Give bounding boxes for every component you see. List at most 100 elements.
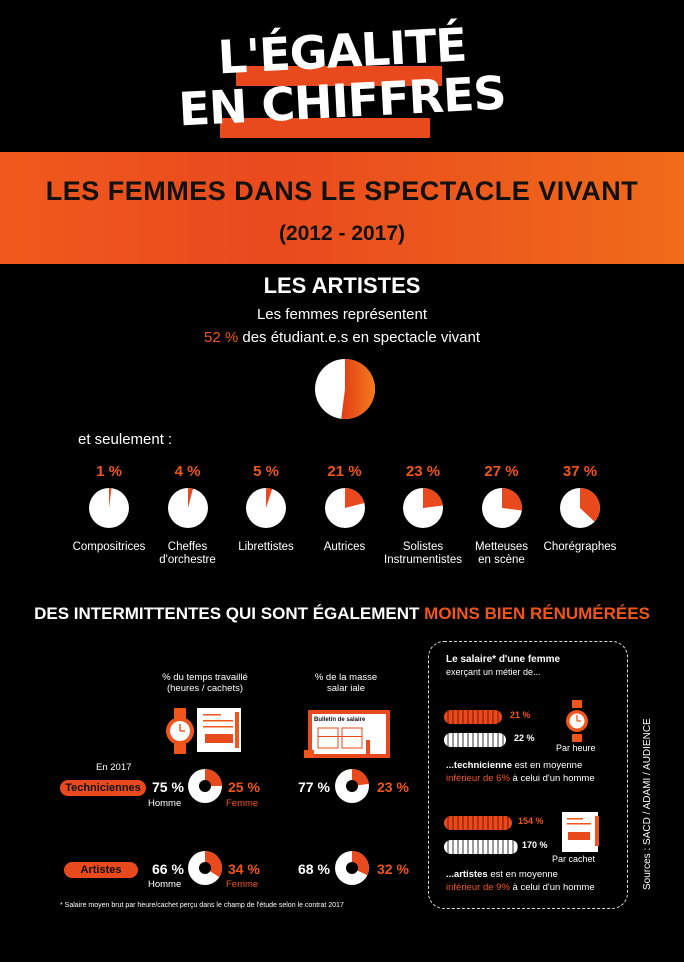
- intermittents-heading-white: DES INTERMITTENTES QUI SONT ÉGALEMENT: [34, 604, 420, 623]
- homme-label-1: Homme: [148, 798, 182, 809]
- tech-men-pct: 22 %: [514, 733, 535, 743]
- role-name-line2: en scène: [478, 554, 525, 566]
- tech-women-coins: [444, 710, 502, 724]
- artists-intro-line1: Les femmes représentent: [256, 306, 428, 323]
- title-underline: [236, 66, 442, 86]
- tech-summary-bold: ...technicienne: [446, 760, 512, 771]
- role-name: Librettistes: [221, 541, 311, 554]
- students-pct: 52 %: [203, 329, 239, 346]
- role-pct: 37 %: [562, 463, 598, 480]
- role-pie: [481, 488, 522, 528]
- role-name-line1: Cheffes: [167, 541, 208, 553]
- students-text: des étudiant.e.s en spectacle vivant: [242, 329, 481, 346]
- art-men-coins: [444, 840, 518, 854]
- role-pct: 23 %: [405, 463, 441, 480]
- role-name-line1: Compositrices: [72, 541, 146, 553]
- role-pie: [246, 488, 286, 528]
- art-women-pct: 154 %: [518, 816, 544, 826]
- role-name: Autrices: [300, 541, 390, 554]
- art-mass-men: 68 %: [298, 861, 330, 877]
- role-name: Chorégraphes: [535, 541, 625, 554]
- role-name: Metteuses en scène: [457, 541, 547, 567]
- art-time-donut: [188, 851, 222, 885]
- clock-icon: [566, 700, 588, 742]
- year-label: En 2017: [96, 762, 132, 773]
- sources: Sources : SACD / ADAMI / AUDIENCE: [642, 718, 653, 890]
- role-name: Compositrices: [64, 541, 154, 554]
- role-pct: 27 %: [484, 463, 519, 480]
- tech-summary-end: à celui d'un homme: [509, 773, 595, 784]
- role-pie-slice: [109, 488, 112, 508]
- role-name-line1: Autrices: [323, 541, 366, 553]
- role-pie: [560, 488, 600, 528]
- artists-heading: LES ARTISTES: [263, 273, 421, 298]
- role-name-line1: Solistes: [402, 541, 444, 553]
- role-name-line1: Metteuses: [474, 541, 529, 553]
- tech-time-men: 75 %: [152, 779, 184, 795]
- artists-intro-line2: 52 % des étudiant.e.s en spectacle vivan…: [0, 329, 684, 346]
- art-summary-bold: ...artistes: [446, 869, 488, 880]
- role-name-line1: Chorégraphes: [543, 541, 617, 553]
- payslip-title: Bulletin de salaire: [314, 717, 366, 723]
- role-pie: [167, 488, 208, 528]
- role-pct: 21 %: [327, 463, 362, 480]
- title-underline-2: [220, 118, 430, 138]
- per-cachet-label: Par cachet: [552, 854, 596, 864]
- role-name-line2: Instrumentistes: [384, 554, 462, 566]
- salary-mass-label-line2: salar iale: [326, 683, 366, 694]
- time-worked-label-line2: (heures / cachets): [166, 683, 244, 694]
- role-pie: [403, 488, 443, 528]
- intermittents-heading: DES INTERMITTENTES QUI SONT ÉGALEMENT MO…: [0, 604, 684, 624]
- role-pie-slice: [501, 488, 522, 511]
- role-pie-slice: [187, 488, 193, 508]
- role-pie: [324, 488, 365, 528]
- role-name-line2: d'orchestre: [159, 554, 216, 566]
- only-label: et seulement :: [78, 431, 173, 448]
- students-pie-slice: [341, 359, 376, 419]
- banner-years: (2012 - 2017): [278, 222, 406, 245]
- femme-label-1: Femme: [226, 798, 259, 809]
- contract-icon: [562, 812, 599, 852]
- payslip-icon: [304, 710, 390, 758]
- tech-men-coins: [444, 733, 506, 747]
- badge-techniciennes: Techniciennes: [60, 780, 146, 796]
- art-summary-line1: ...artistes est en moyenne: [446, 869, 558, 880]
- document-icon: [197, 708, 241, 752]
- role-pct: 5 %: [253, 463, 279, 480]
- art-women-coins: [444, 816, 512, 830]
- role-pie-slice: [266, 488, 273, 508]
- tech-women-pct: 21 %: [510, 710, 531, 720]
- role-pct: 4 %: [174, 463, 201, 480]
- homme-label-2: Homme: [148, 879, 182, 890]
- role-name: Cheffes d'orchestre: [143, 541, 233, 567]
- salary-box-title: Le salaire* d'une femme: [446, 654, 561, 665]
- art-summary-line2: inférieur de 9% à celui d'un homme: [446, 882, 595, 893]
- role-pie-slice: [344, 488, 364, 508]
- art-mass-women: 32 %: [377, 861, 409, 877]
- tech-time-donut: [188, 769, 222, 803]
- role-pie-slice: [580, 488, 600, 522]
- time-worked-label-line1: % du temps travaillé: [162, 672, 248, 683]
- per-hour-label: Par heure: [556, 743, 596, 753]
- students-pie: [315, 359, 376, 419]
- tech-mass-women: 23 %: [377, 779, 409, 795]
- tech-summary-line2: inférieur de 6% à celui d'un homme: [446, 773, 595, 784]
- time-worked-label: % du temps travaillé (heures / cachets): [150, 672, 260, 694]
- art-men-pct: 170 %: [522, 840, 548, 850]
- art-mass-donut: [335, 851, 369, 885]
- art-summary-orange: inférieur de 9%: [446, 882, 510, 893]
- role-pie: [89, 488, 129, 528]
- tech-mass-men: 77 %: [298, 779, 330, 795]
- salary-box: [428, 641, 628, 909]
- badge-artistes: Artistes: [64, 862, 138, 878]
- femme-label-2: Femme: [226, 879, 259, 890]
- tech-summary-orange: inférieur de 6%: [446, 773, 510, 784]
- role-pct: 1 %: [96, 463, 122, 480]
- banner-title: LES FEMMES DANS LE SPECTACLE VIVANT: [45, 176, 639, 206]
- footnote: * Salaire moyen brut par heure/cachet pe…: [60, 902, 344, 909]
- watch-icon: [166, 708, 194, 754]
- intermittents-heading-orange: MOINS BIEN RÉNUMÉRÉES: [424, 604, 650, 623]
- art-summary-rest: est en moyenne: [487, 869, 558, 880]
- salary-mass-label: % de la masse salar iale: [296, 672, 396, 694]
- tech-summary-rest: est en moyenne: [512, 760, 583, 771]
